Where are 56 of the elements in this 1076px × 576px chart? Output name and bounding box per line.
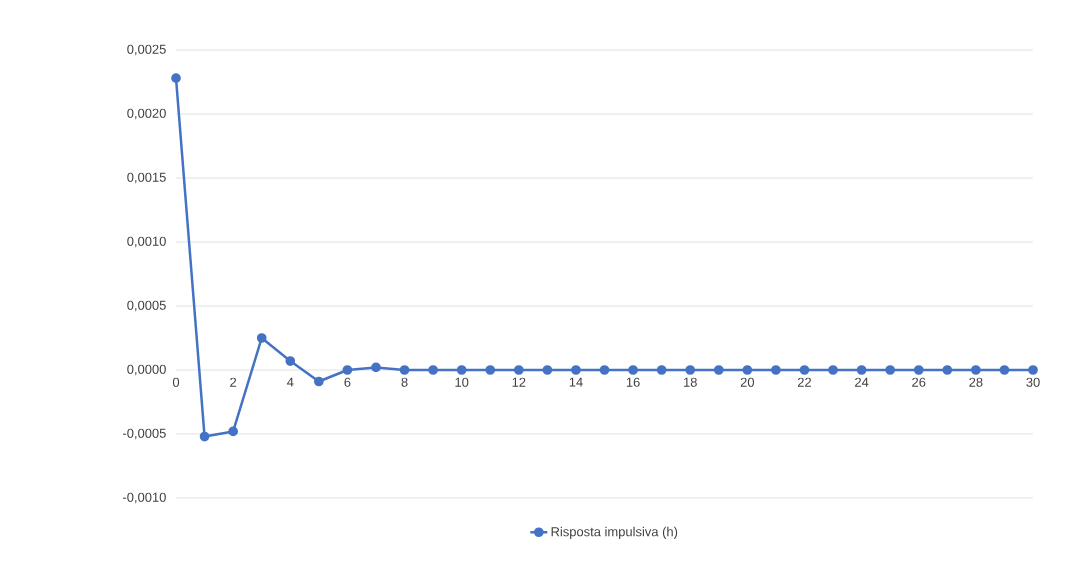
point [199,431,210,442]
x-tick-label: 6 [344,377,351,387]
x-tick-label: 0 [172,377,180,387]
point [571,365,581,375]
x-tick-label: 18 [683,377,697,387]
x-tick-label: 24 [855,377,869,387]
y-tick-label: 0,0015 [127,172,166,184]
point [656,365,667,375]
point [456,365,467,375]
point [513,365,524,375]
point [999,365,1010,375]
point [485,365,496,375]
point [256,333,267,343]
point [885,365,896,375]
point [799,365,810,375]
point [399,365,410,375]
point [1028,365,1038,375]
point [313,376,324,387]
point [828,365,838,375]
x-tick-label: 20 [740,377,755,387]
point [628,365,638,375]
y-tick-label: -0,0005 [123,428,166,440]
point [542,365,553,375]
x-tick-label: 10 [455,377,469,387]
x-tick-label: 22 [797,377,812,387]
x-tick-label: 12 [512,377,526,387]
y-tick-label: -0,0010 [123,492,166,504]
point [913,365,924,375]
y-tick-label: 0,0005 [127,300,166,312]
point [771,365,781,375]
point [342,365,353,375]
point [428,365,438,375]
x-tick-label: 26 [912,377,926,387]
legend-label: Risposta impulsiva (h) [551,526,678,539]
x-tick-label: 16 [626,377,640,387]
x-tick-label: 28 [969,377,983,387]
x-tick-label: 14 [569,377,583,387]
point [371,362,381,373]
point [285,356,296,366]
y-tick-label: 0,0020 [127,108,166,120]
x-tick-label: 30 [1026,377,1040,387]
y-tick-label: 0,0025 [127,44,166,56]
point [856,365,867,375]
x-tick-label: 4 [286,377,294,387]
point [171,73,181,83]
point [228,426,238,437]
point [742,365,753,375]
point [713,365,724,375]
y-tick-label: 0,0010 [127,236,166,248]
point [685,365,696,375]
point [971,365,981,375]
x-tick-label: 8 [401,377,408,387]
y-tick-label: 0,0000 [127,364,166,376]
x-tick-label: 2 [230,377,237,387]
point [599,365,610,375]
point [942,365,953,375]
